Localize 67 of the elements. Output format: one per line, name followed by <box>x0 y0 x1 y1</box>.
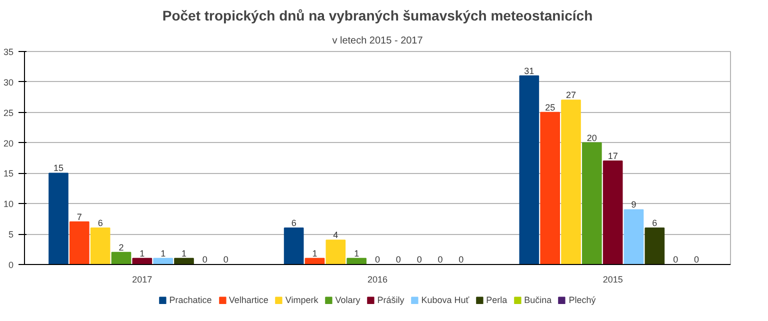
data-label: 27 <box>566 90 576 100</box>
bar <box>624 209 644 264</box>
bar <box>132 258 152 264</box>
bar <box>644 227 665 264</box>
y-tick-label: 0 <box>8 260 14 270</box>
y-tick-label: 20 <box>3 138 14 148</box>
data-label: 7 <box>76 212 82 222</box>
bar <box>70 221 90 264</box>
bar <box>602 160 623 264</box>
bar <box>304 258 325 264</box>
data-label: 0 <box>694 254 700 264</box>
x-tick-label: 2015 <box>602 274 623 284</box>
bar <box>561 100 581 264</box>
data-label: 0 <box>396 254 401 264</box>
bar <box>326 240 346 264</box>
x-tick-label: 2017 <box>132 274 152 284</box>
legend-label: Kubova Huť <box>421 295 470 305</box>
data-label: 9 <box>631 200 636 210</box>
legend-label: Plechý <box>568 295 596 305</box>
y-tick-label: 25 <box>3 108 14 118</box>
data-label: 4 <box>333 230 338 240</box>
chart-subtitle: v letech 2015 - 2017 <box>332 36 424 46</box>
bar <box>284 227 304 264</box>
x-tick-label: 2016 <box>367 274 388 284</box>
data-label: 1 <box>182 248 187 258</box>
bar <box>519 75 540 264</box>
legend-label: Prachatice <box>169 295 212 305</box>
bar <box>174 258 194 264</box>
data-label: 25 <box>545 102 556 112</box>
data-label: 1 <box>312 248 318 258</box>
legend-label: Bučina <box>524 295 552 305</box>
y-tick-label: 30 <box>3 77 14 88</box>
legend-label: Perla <box>486 295 508 305</box>
data-label: 17 <box>608 151 618 162</box>
data-label: 0 <box>438 254 443 264</box>
bar <box>346 258 366 264</box>
data-label: 0 <box>202 254 208 264</box>
legend-label: Velhartice <box>228 295 268 305</box>
y-tick-label: 5 <box>8 230 14 240</box>
data-label: 20 <box>586 132 597 143</box>
data-label: 0 <box>458 254 464 264</box>
data-label: 31 <box>524 66 534 76</box>
bar <box>582 142 602 264</box>
data-label: 0 <box>374 254 380 264</box>
data-label: 1 <box>160 248 166 258</box>
legend-label: Prášily <box>377 295 404 305</box>
y-tick-label: 35 <box>3 47 14 57</box>
data-label: 15 <box>53 163 64 174</box>
data-label: 2 <box>118 242 124 252</box>
bar <box>153 258 173 264</box>
y-tick-label: 15 <box>3 168 14 179</box>
bar <box>540 112 560 264</box>
data-label: 1 <box>354 248 360 258</box>
bar <box>48 172 68 264</box>
y-tick-label: 10 <box>3 199 14 210</box>
data-label: 1 <box>140 248 145 258</box>
data-label: 6 <box>291 218 296 228</box>
bar <box>90 227 110 264</box>
bar <box>111 252 132 264</box>
data-label: 6 <box>652 218 658 228</box>
legend-label: Volary <box>335 295 360 305</box>
data-label: 0 <box>673 254 678 264</box>
data-label: 0 <box>223 254 228 264</box>
data-label: 6 <box>98 218 103 228</box>
chart-title: Počet tropických dnů na vybraných šumavských meteostanicích <box>162 8 593 24</box>
legend-label: Vimperk <box>285 295 318 305</box>
data-label: 0 <box>416 254 422 264</box>
